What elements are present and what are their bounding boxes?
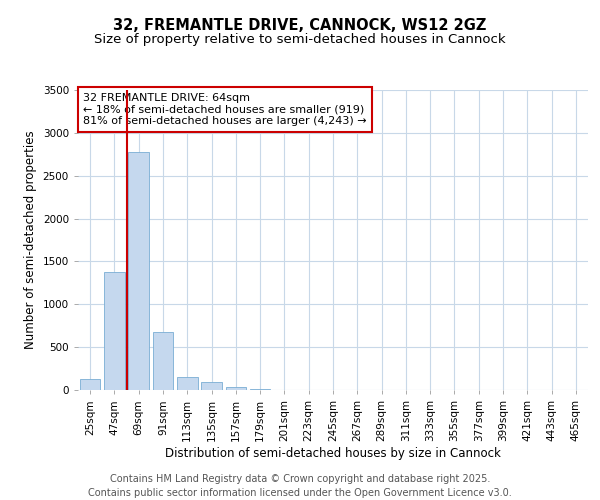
- Text: Contains HM Land Registry data © Crown copyright and database right 2025.
Contai: Contains HM Land Registry data © Crown c…: [88, 474, 512, 498]
- Bar: [250, 389, 271, 390]
- Bar: [80, 379, 100, 390]
- Bar: [152, 332, 173, 390]
- Bar: [226, 386, 246, 390]
- Bar: [177, 377, 197, 390]
- Bar: [128, 152, 149, 390]
- X-axis label: Distribution of semi-detached houses by size in Cannock: Distribution of semi-detached houses by …: [165, 446, 501, 460]
- Bar: [201, 382, 222, 390]
- Text: 32, FREMANTLE DRIVE, CANNOCK, WS12 2GZ: 32, FREMANTLE DRIVE, CANNOCK, WS12 2GZ: [113, 18, 487, 32]
- Bar: [104, 272, 125, 390]
- Y-axis label: Number of semi-detached properties: Number of semi-detached properties: [24, 130, 37, 350]
- Text: 32 FREMANTLE DRIVE: 64sqm
← 18% of semi-detached houses are smaller (919)
81% of: 32 FREMANTLE DRIVE: 64sqm ← 18% of semi-…: [83, 93, 367, 126]
- Text: Size of property relative to semi-detached houses in Cannock: Size of property relative to semi-detach…: [94, 32, 506, 46]
